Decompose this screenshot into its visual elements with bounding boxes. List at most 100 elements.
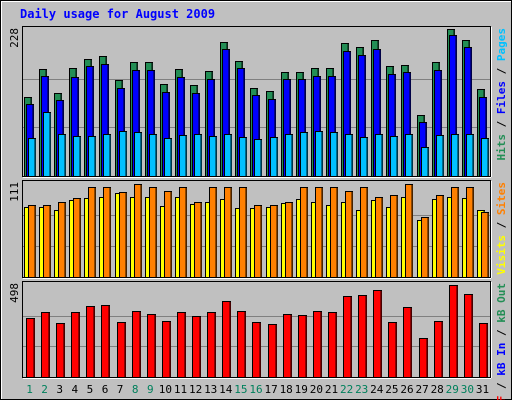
- bar-kbytes-day-2: [41, 312, 50, 378]
- bar-pages-day-31: [481, 138, 489, 177]
- bar-pages-day-13: [209, 136, 217, 177]
- legend-entry: Visits: [495, 235, 508, 275]
- legend-separator: /: [495, 61, 508, 81]
- x-tick-label-day-3: 3: [56, 383, 63, 396]
- bar-sites-day-1: [28, 205, 36, 278]
- bar-kbytes-day-26: [403, 307, 412, 378]
- x-tick-label-day-10: 10: [159, 383, 172, 396]
- x-tick-label-day-5: 5: [87, 383, 94, 396]
- bar-sites-day-18: [285, 202, 293, 278]
- panel-2-legend: Visits / Sites: [495, 182, 508, 275]
- bar-sites-day-19: [300, 187, 308, 278]
- bar-pages-day-19: [300, 132, 308, 177]
- bar-kbytes-day-11-shade: [184, 313, 186, 377]
- x-tick-label-day-4: 4: [71, 383, 78, 396]
- bar-files-day-19-shade: [304, 80, 306, 176]
- bar-pages-day-23-shade: [366, 138, 368, 176]
- bar-kbytes-day-13-shade: [214, 313, 216, 377]
- bar-pages-day-23: [360, 137, 368, 177]
- bar-files-day-29-shade: [455, 36, 457, 176]
- bar-files-day-14-shade: [228, 50, 230, 176]
- bar-files-day-28-shade: [440, 71, 442, 176]
- bar-pages-day-7: [119, 131, 127, 177]
- bar-pages-day-2: [43, 112, 51, 177]
- bar-kbytes-day-4: [71, 312, 80, 378]
- bar-sites-day-23: [360, 187, 368, 278]
- bar-sites-day-15-shade: [245, 188, 247, 277]
- bar-sites-day-21-shade: [336, 188, 338, 277]
- bar-sites-day-12: [194, 202, 202, 278]
- bar-kbytes-day-12: [192, 316, 201, 378]
- bar-kbytes-day-16: [252, 322, 261, 378]
- bar-pages-day-20-shade: [321, 132, 323, 176]
- x-tick-label-day-25: 25: [385, 383, 398, 396]
- bar-pages-day-30: [466, 134, 474, 177]
- bar-sites-day-23-shade: [366, 188, 368, 277]
- bar-pages-day-27-shade: [427, 148, 429, 176]
- bar-sites-day-30: [466, 187, 474, 278]
- bar-kbytes-day-5-shade: [93, 307, 95, 377]
- x-tick-label-day-13: 13: [204, 383, 217, 396]
- bar-pages-day-15-shade: [245, 138, 247, 176]
- bar-kbytes-day-7: [117, 322, 126, 378]
- bar-pages-day-16: [254, 139, 262, 177]
- bar-pages-day-5: [88, 136, 96, 177]
- bar-kbytes-day-25-shade: [395, 323, 397, 377]
- bar-files-day-22-shade: [349, 52, 351, 176]
- bar-kbytes-day-8-shade: [139, 312, 141, 377]
- x-tick-label-day-8: 8: [132, 383, 139, 396]
- bar-sites-day-8-shade: [140, 185, 142, 277]
- bar-sites-day-20: [315, 187, 323, 278]
- bar-sites-day-17: [270, 205, 278, 278]
- bar-kbytes-day-3: [56, 323, 65, 378]
- bar-pages-day-5-shade: [94, 137, 96, 176]
- bar-kbytes-day-25: [388, 322, 397, 378]
- bar-kbytes-day-9: [147, 314, 156, 378]
- bar-sites-day-28: [436, 195, 444, 278]
- bar-kbytes-day-14-shade: [229, 302, 231, 377]
- bar-sites-day-10-shade: [170, 192, 172, 277]
- legend-entry: Pages: [495, 28, 508, 61]
- bar-kbytes-day-22-shade: [350, 297, 352, 377]
- bar-pages-day-7-shade: [125, 132, 127, 176]
- bar-pages-day-24-shade: [381, 135, 383, 176]
- bar-kbytes-day-18-shade: [290, 315, 292, 377]
- panel-3-legend: kB F / kB In / kB Out: [495, 283, 508, 400]
- bar-kbytes-day-10-shade: [169, 322, 171, 377]
- bar-sites-day-31: [481, 212, 489, 278]
- x-tick-label-day-28: 28: [431, 383, 444, 396]
- bar-sites-day-6-shade: [109, 188, 111, 277]
- bar-files-day-15-shade: [243, 69, 245, 176]
- bar-files-day-23-shade: [364, 56, 366, 176]
- bar-kbytes-day-17-shade: [275, 325, 277, 377]
- bar-sites-day-9-shade: [155, 188, 157, 277]
- legend-separator: /: [495, 114, 508, 134]
- x-tick-label-day-17: 17: [264, 383, 277, 396]
- x-tick-label-day-1: 1: [26, 383, 33, 396]
- bar-pages-day-12: [194, 134, 202, 177]
- bar-kbytes-day-22: [343, 296, 352, 378]
- bar-pages-day-14-shade: [230, 135, 232, 176]
- bar-pages-day-11: [179, 135, 187, 177]
- bar-pages-day-20: [315, 131, 323, 177]
- bar-pages-day-21-shade: [336, 133, 338, 176]
- bar-sites-day-25-shade: [396, 196, 398, 277]
- x-tick-label-day-26: 26: [400, 383, 413, 396]
- bar-pages-day-6-shade: [109, 135, 111, 176]
- bar-kbytes-day-26-shade: [410, 308, 412, 377]
- bar-files-day-16-shade: [258, 96, 260, 176]
- bar-pages-day-4: [73, 136, 81, 177]
- x-tick-label-day-30: 30: [461, 383, 474, 396]
- x-tick-label-day-11: 11: [174, 383, 187, 396]
- bar-sites-day-2: [43, 205, 51, 278]
- bar-pages-day-11-shade: [185, 136, 187, 176]
- bar-sites-day-26: [405, 184, 413, 278]
- bar-sites-day-3-shade: [64, 203, 66, 277]
- x-tick-label-day-2: 2: [41, 383, 48, 396]
- bar-sites-day-2-shade: [49, 206, 51, 277]
- bar-sites-day-29: [451, 187, 459, 278]
- bar-pages-day-28: [436, 135, 444, 177]
- bar-pages-day-29: [451, 134, 459, 177]
- bar-pages-day-12-shade: [200, 135, 202, 176]
